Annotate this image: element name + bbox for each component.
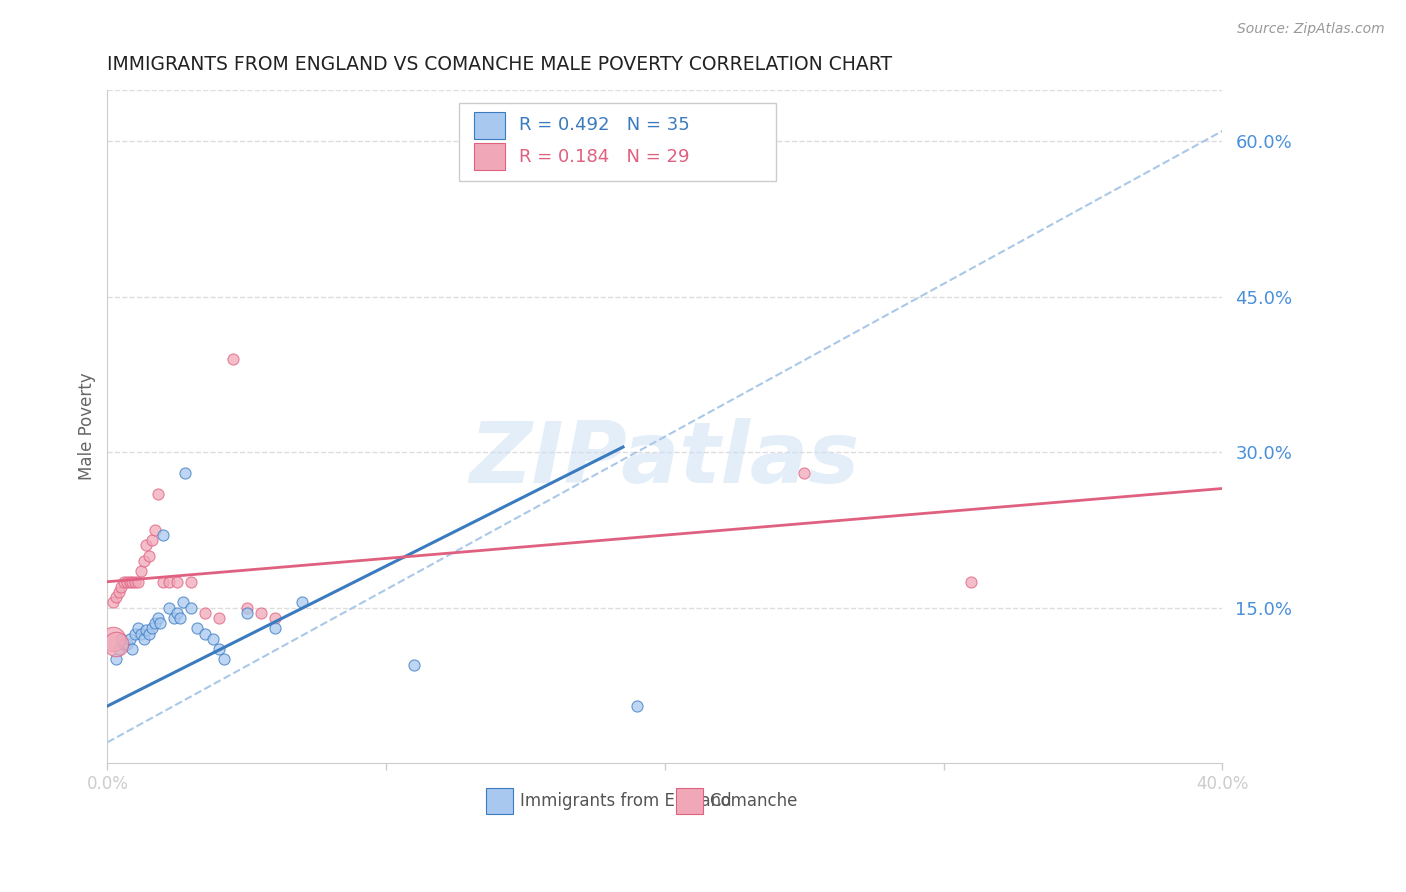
Point [166,574,188,589]
Point [115,574,138,589]
Point [121,642,143,657]
Point [626,699,648,714]
Point [163,611,186,625]
Point [166,606,188,620]
FancyBboxPatch shape [458,103,776,180]
Point [104,637,127,651]
Point [129,565,152,579]
Point [124,574,146,589]
Point [138,549,160,563]
Point [172,595,194,609]
Point [118,574,141,589]
Point [132,632,155,646]
Point [222,351,245,366]
Point [960,574,983,589]
Point [263,621,285,635]
Bar [486,788,513,814]
Point [129,626,152,640]
Point [180,574,202,589]
Text: R = 0.492   N = 35: R = 0.492 N = 35 [519,116,689,135]
Point [793,466,815,480]
Text: Source: ZipAtlas.com: Source: ZipAtlas.com [1237,22,1385,37]
Point [110,580,132,594]
Point [402,657,425,672]
Point [174,466,197,480]
Point [107,585,129,599]
Point [202,632,225,646]
Point [135,624,157,638]
Point [135,539,157,553]
Text: R = 0.184   N = 29: R = 0.184 N = 29 [519,148,689,166]
Point [152,574,174,589]
Point [143,616,166,631]
Point [132,554,155,568]
Text: Comanche: Comanche [710,792,797,810]
Y-axis label: Male Poverty: Male Poverty [79,373,96,480]
Bar [676,788,703,814]
Point [186,621,208,635]
Text: IMMIGRANTS FROM ENGLAND VS COMANCHE MALE POVERTY CORRELATION CHART: IMMIGRANTS FROM ENGLAND VS COMANCHE MALE… [107,55,893,74]
Point [104,591,127,605]
Point [208,611,231,625]
Point [101,632,124,646]
Point [214,652,236,666]
Point [101,595,124,609]
Point [152,528,174,542]
Point [169,611,191,625]
Point [127,621,149,635]
Bar [474,112,505,139]
Bar [474,144,505,170]
Point [141,533,163,548]
Point [157,574,180,589]
Point [118,632,141,646]
Point [121,574,143,589]
Point [235,606,257,620]
Point [194,626,217,640]
Point [146,486,169,500]
Text: Immigrants from England: Immigrants from England [520,792,731,810]
Point [146,611,169,625]
Point [104,652,127,666]
Point [249,606,271,620]
Point [115,637,138,651]
Point [124,626,146,640]
Point [127,574,149,589]
Point [112,637,135,651]
Point [235,600,257,615]
Text: ZIPatlas: ZIPatlas [470,418,860,501]
Point [149,616,172,631]
Point [110,632,132,646]
Point [143,523,166,537]
Point [291,595,314,609]
Point [180,600,202,615]
Point [107,642,129,657]
Point [112,574,135,589]
Point [194,606,217,620]
Point [141,621,163,635]
Point [138,626,160,640]
Point [157,600,180,615]
Point [263,611,285,625]
Point [208,642,231,657]
